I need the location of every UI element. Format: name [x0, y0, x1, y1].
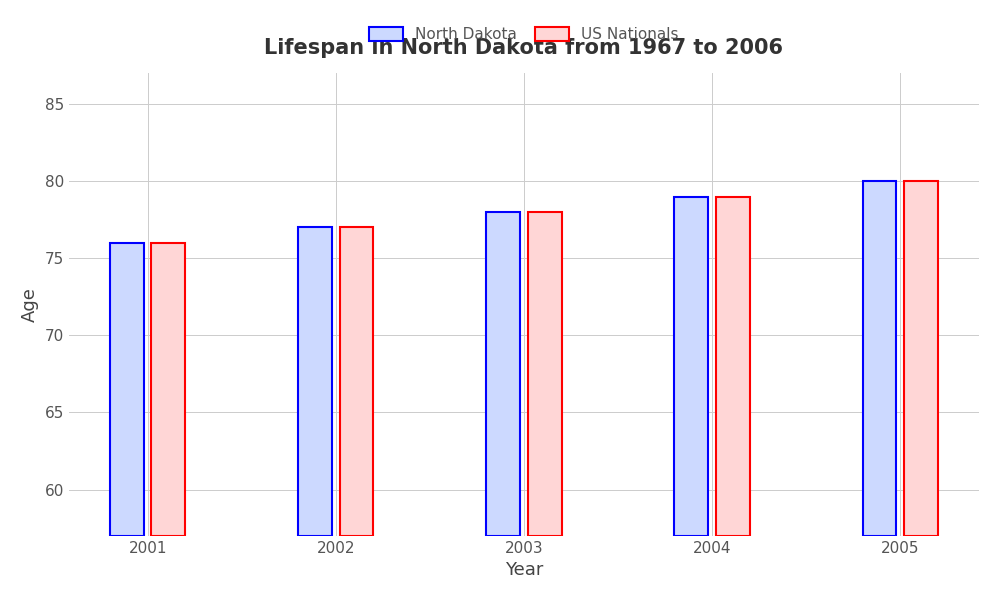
- Bar: [904, 181, 938, 536]
- Y-axis label: Age: Age: [21, 287, 39, 322]
- Bar: [863, 181, 896, 536]
- X-axis label: Year: Year: [505, 561, 543, 579]
- Bar: [674, 197, 708, 536]
- Bar: [340, 227, 373, 536]
- Bar: [151, 243, 185, 536]
- Bar: [110, 243, 144, 536]
- Bar: [716, 197, 750, 536]
- Bar: [486, 212, 520, 536]
- Legend: North Dakota, US Nationals: North Dakota, US Nationals: [363, 21, 685, 48]
- Title: Lifespan in North Dakota from 1967 to 2006: Lifespan in North Dakota from 1967 to 20…: [264, 38, 783, 58]
- Bar: [298, 227, 332, 536]
- Bar: [528, 212, 562, 536]
